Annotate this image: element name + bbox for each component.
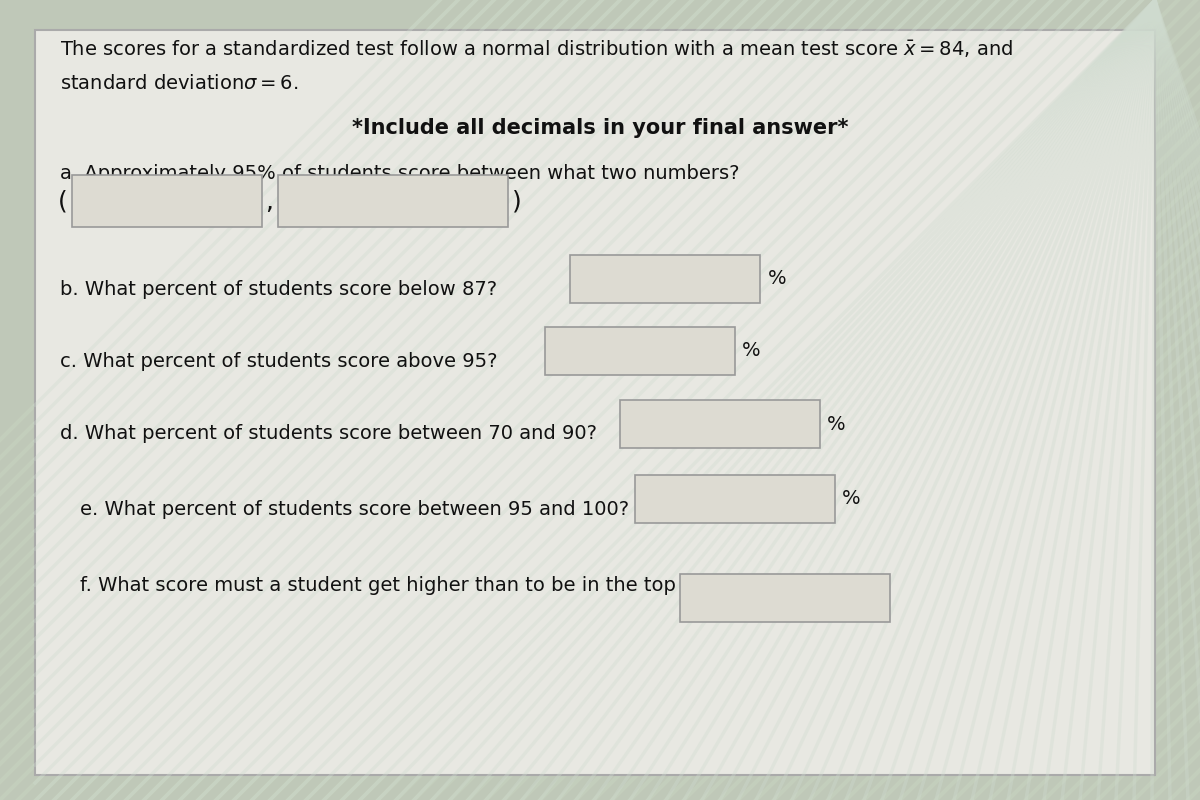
Text: *Include all decimals in your final answer*: *Include all decimals in your final answ… [352,118,848,138]
Text: ): ) [512,190,522,214]
FancyBboxPatch shape [35,30,1154,775]
Text: %: % [742,342,761,361]
FancyBboxPatch shape [278,175,508,227]
Text: e. What percent of students score between 95 and 100?: e. What percent of students score betwee… [80,500,629,519]
Text: ,: , [265,190,274,214]
Text: f. What score must a student get higher than to be in the top 10%?: f. What score must a student get higher … [80,576,736,595]
Text: standard deviation$\sigma = 6$.: standard deviation$\sigma = 6$. [60,74,299,93]
Text: d. What percent of students score between 70 and 90?: d. What percent of students score betwee… [60,424,598,443]
FancyBboxPatch shape [72,175,262,227]
FancyBboxPatch shape [635,475,835,523]
FancyBboxPatch shape [620,400,820,448]
Text: The scores for a standardized test follow a normal distribution with a mean test: The scores for a standardized test follo… [60,38,1013,59]
Text: %: % [768,270,787,289]
Text: %: % [827,414,846,434]
Text: (: ( [58,190,67,214]
Text: a. Approximately 95% of students score between what two numbers?: a. Approximately 95% of students score b… [60,164,739,183]
FancyBboxPatch shape [545,327,734,375]
Text: c. What percent of students score above 95?: c. What percent of students score above … [60,352,498,371]
Text: %: % [842,490,860,509]
FancyBboxPatch shape [570,255,760,303]
Text: b. What percent of students score below 87?: b. What percent of students score below … [60,280,497,299]
FancyBboxPatch shape [680,574,890,622]
